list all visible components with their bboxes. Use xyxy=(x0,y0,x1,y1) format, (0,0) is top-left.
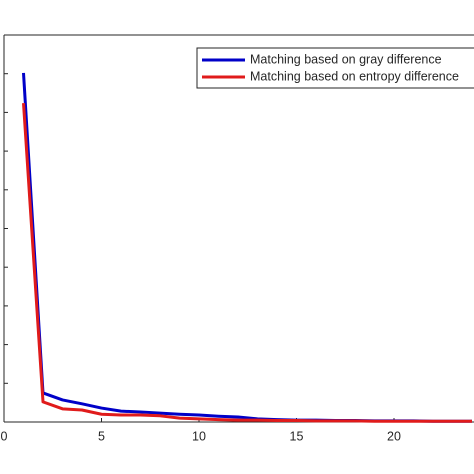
legend-box xyxy=(196,47,474,89)
x-tick-label: 20 xyxy=(387,429,401,443)
x-tick-label: 10 xyxy=(192,429,206,443)
x-tick-label: 5 xyxy=(98,429,105,443)
x-tick-label: 15 xyxy=(290,429,304,443)
legend: Matching based on gray difference Matchin… xyxy=(196,47,474,89)
series-line xyxy=(22,72,472,423)
legend-label: Matching based on entropy difference xyxy=(250,69,459,83)
x-tick-label: 0 xyxy=(1,429,8,443)
plot-area xyxy=(3,72,472,423)
series-line xyxy=(22,103,472,423)
legend-label: Matching based on gray difference xyxy=(250,52,442,66)
